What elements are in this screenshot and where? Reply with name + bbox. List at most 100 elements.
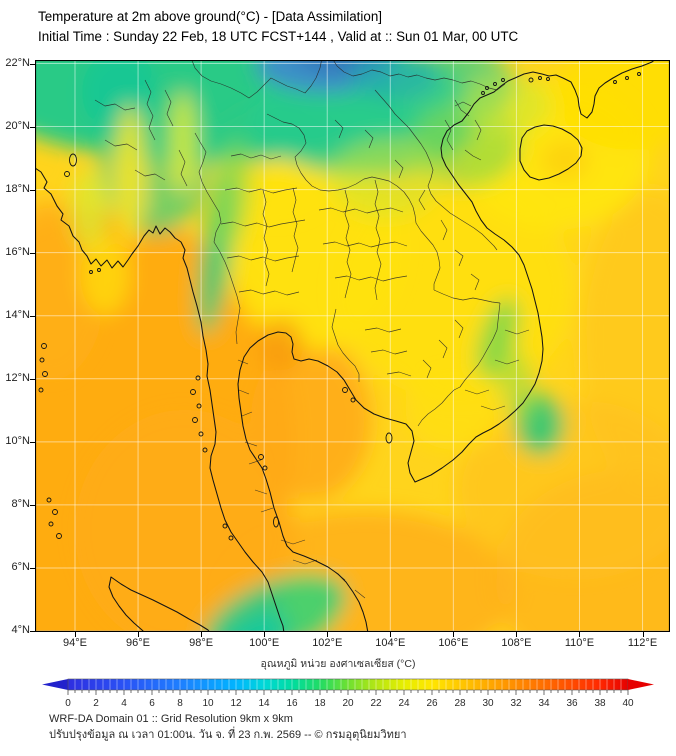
temperature-blob: [251, 340, 371, 500]
colorbar: 0 2 4 6 8 10 12 14 16 18 20 22 24 26 28 30 32 34 36 38 40: [42, 678, 654, 709]
lon-tick-label: 104°E: [375, 637, 406, 649]
colorbar-tick-label: 12: [230, 698, 242, 709]
temperature-blob: [115, 105, 145, 245]
lat-tick-mark: [30, 504, 35, 506]
colorbar-tick-label: 16: [286, 698, 298, 709]
lat-tick-mark: [30, 189, 35, 191]
colorbar-tick-label: 0: [65, 698, 71, 709]
lon-tick-mark: [642, 632, 644, 637]
lon-tick-label: 94°E: [63, 637, 87, 649]
temperature-blob: [209, 140, 253, 250]
lon-tick-mark: [264, 632, 266, 637]
lat-tick-label: 14°N: [5, 308, 30, 321]
lat-tick-label: 18°N: [5, 182, 30, 195]
lon-tick-mark: [390, 632, 392, 637]
temperature-map: [35, 60, 670, 632]
temperature-blob: [330, 138, 440, 218]
lat-tick-label: 10°N: [5, 434, 30, 447]
graticule-gridlines: [35, 60, 670, 632]
footer-line1: WRF-DA Domain 01 :: Grid Resolution 9km …: [49, 713, 293, 725]
lon-tick-mark: [138, 632, 140, 637]
colorbar-tick-label: 8: [177, 698, 183, 709]
colorbar-tick-label: 40: [622, 698, 634, 709]
lat-tick-label: 8°N: [11, 497, 30, 510]
temperature-blob: [279, 574, 335, 632]
footer-line2: ปรับปรุงข้อมูล ณ เวลา 01:00น. วัน จ. ที่…: [49, 729, 407, 741]
map-frame: [35, 60, 670, 632]
colorbar-tick-label: 24: [398, 698, 410, 709]
lon-tick-mark: [579, 632, 581, 637]
lon-tick-label: 102°E: [312, 637, 343, 649]
temperature-blob: [82, 60, 158, 134]
colorbar-tick-label: 20: [342, 698, 354, 709]
temperature-blob: [541, 140, 589, 180]
colorbar-tick-label: 28: [454, 698, 466, 709]
footer: WRF-DA Domain 01 :: Grid Resolution 9km …: [49, 711, 407, 743]
lon-tick-label: 108°E: [501, 637, 532, 649]
colorbar-ticks: [67, 690, 629, 695]
lon-tick-label: 96°E: [126, 637, 151, 649]
colorbar-tick-label: 22: [370, 698, 382, 709]
lon-tick-mark: [453, 632, 455, 637]
colorbar-tick-label: 38: [594, 698, 606, 709]
lat-tick-mark: [30, 252, 35, 254]
title-block: Temperature at 2m above ground(°C) - [Da…: [38, 7, 518, 46]
page-title: Temperature at 2m above ground(°C) - [Da…: [38, 9, 382, 24]
lat-tick-mark: [30, 378, 35, 380]
colorbar-tick-label: 4: [121, 698, 127, 709]
colorbar-tick-label: 14: [258, 698, 270, 709]
lat-tick-label: 16°N: [5, 245, 30, 258]
temperature-blob: [223, 609, 299, 632]
lon-tick-label: 106°E: [438, 637, 469, 649]
lon-tick-label: 110°E: [564, 637, 595, 649]
lat-tick-label: 12°N: [5, 371, 30, 384]
colorbar-tick-label: 26: [426, 698, 438, 709]
coastlines: [35, 60, 656, 632]
lat-tick-label: 20°N: [5, 119, 30, 132]
temperature-blob: [455, 400, 670, 580]
temperature-field: [35, 60, 670, 632]
lat-tick-mark: [30, 441, 35, 443]
colorbar-right-arrow: [628, 679, 654, 690]
colorbar-tick-label: 34: [538, 698, 550, 709]
temperature-blob: [80, 235, 130, 315]
temperature-blob: [460, 73, 550, 137]
colorbar-tick-label: 32: [510, 698, 522, 709]
temperature-blob: [405, 370, 505, 450]
colorbar-tick-label: 30: [482, 698, 494, 709]
temperature-blob: [259, 319, 303, 371]
colorbar-tick-label: 18: [314, 698, 326, 709]
lat-tick-mark: [30, 315, 35, 317]
small-islands: [38, 72, 641, 541]
colorbar-tick-labels: 0 2 4 6 8 10 12 14 16 18 20 22 24 26 28 30 32 34 36 38 40: [65, 698, 634, 709]
colorbar-tick-label: 10: [202, 698, 214, 709]
temperature-blob: [477, 297, 519, 379]
page-subtitle: Initial Time : Sunday 22 Feb, 18 UTC FCS…: [38, 28, 519, 44]
lon-tick-label: 100°E: [249, 637, 280, 649]
lon-tick-label: 98°E: [189, 637, 214, 649]
colorbar-tick-label: 36: [566, 698, 578, 709]
lon-tick-mark: [327, 632, 329, 637]
lat-tick-mark: [30, 126, 35, 128]
colorbar-tick-label: 2: [93, 698, 99, 709]
temperature-blob: [70, 168, 110, 252]
lon-tick-mark: [516, 632, 518, 637]
lat-tick-mark: [30, 567, 35, 569]
lon-tick-mark: [75, 632, 76, 637]
lat-tick-label: 6°N: [11, 560, 30, 573]
admin-borders: [94, 60, 530, 599]
temperature-blob: [170, 92, 196, 192]
lon-tick-mark: [201, 632, 203, 637]
colorbar-left-arrow: [42, 679, 68, 690]
colorbar-tick-label: 6: [149, 698, 155, 709]
lat-tick-mark: [30, 631, 35, 633]
lat-tick-label: 22°N: [5, 56, 30, 69]
lat-tick-mark: [30, 63, 35, 65]
colorbar-title: อุณหภูมิ หน่วย องศาเซลเซียส (°C): [260, 658, 416, 670]
lat-tick-label: 4°N: [11, 624, 30, 637]
lon-tick-label: 112°E: [627, 637, 658, 649]
temperature-blob: [497, 348, 537, 422]
temperature-blob: [555, 60, 670, 150]
colorbar-segment-dividers: [74, 679, 622, 690]
